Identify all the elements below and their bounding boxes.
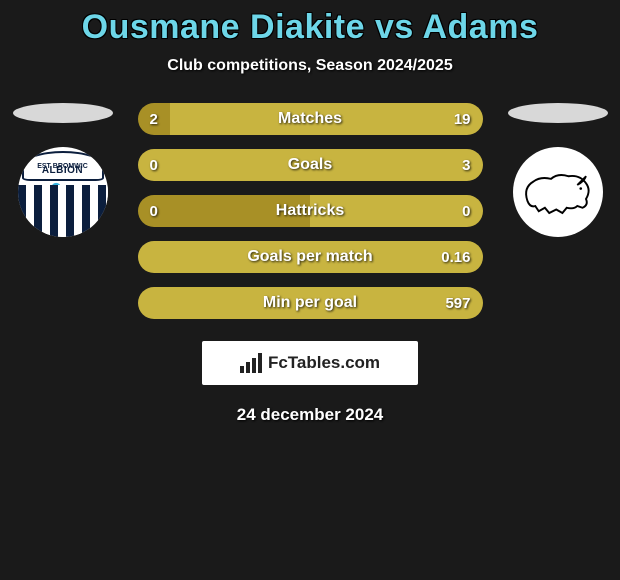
stat-label: Matches [278,110,342,128]
badge-label: ALBION [42,165,83,176]
attribution-text: FcTables.com [268,353,380,373]
stat-value-right: 19 [454,111,471,128]
stat-row: Goals per match 0.16 [138,241,483,273]
nation-flag-right [508,103,608,123]
stat-value-right: 0.16 [441,249,470,266]
attribution-box: FcTables.com [202,341,418,385]
stat-value-right: 0 [462,203,470,220]
club-badge-right [513,147,603,237]
comparison-subtitle: Club competitions, Season 2024/2025 [0,57,620,75]
stat-value-left: 2 [150,111,158,128]
player-left-side: EST BROMWIC ALBION 🐦 [8,103,118,237]
stat-value-left: 0 [150,203,158,220]
ram-icon [513,157,603,227]
stat-row: Goals 0 3 [138,149,483,181]
stat-label: Hattricks [276,202,344,220]
stat-value-left: 0 [150,157,158,174]
stat-label: Min per goal [263,294,357,312]
stat-bars: Matches 2 19 Goals 0 3 Hattricks 0 0 Goals per ma… [138,103,483,319]
stat-value-right: 3 [462,157,470,174]
stat-row: Hattricks 0 0 [138,195,483,227]
comparison-title: Ousmane Diakite vs Adams [0,8,620,47]
barchart-icon [240,353,262,373]
stat-value-right: 597 [445,295,470,312]
club-badge-left: EST BROMWIC ALBION 🐦 [18,147,108,237]
player-right-side [503,103,613,237]
nation-flag-left [13,103,113,123]
comparison-body: EST BROMWIC ALBION 🐦 Matches 2 19 Goals 0 3 Ha… [0,103,620,319]
stat-label: Goals per match [247,248,372,266]
date-text: 24 december 2024 [0,405,620,425]
stat-label: Goals [288,156,332,174]
infographic-container: Ousmane Diakite vs Adams Club competitio… [0,0,620,425]
badge-stripes [18,185,108,237]
stat-row: Min per goal 597 [138,287,483,319]
stat-row: Matches 2 19 [138,103,483,135]
